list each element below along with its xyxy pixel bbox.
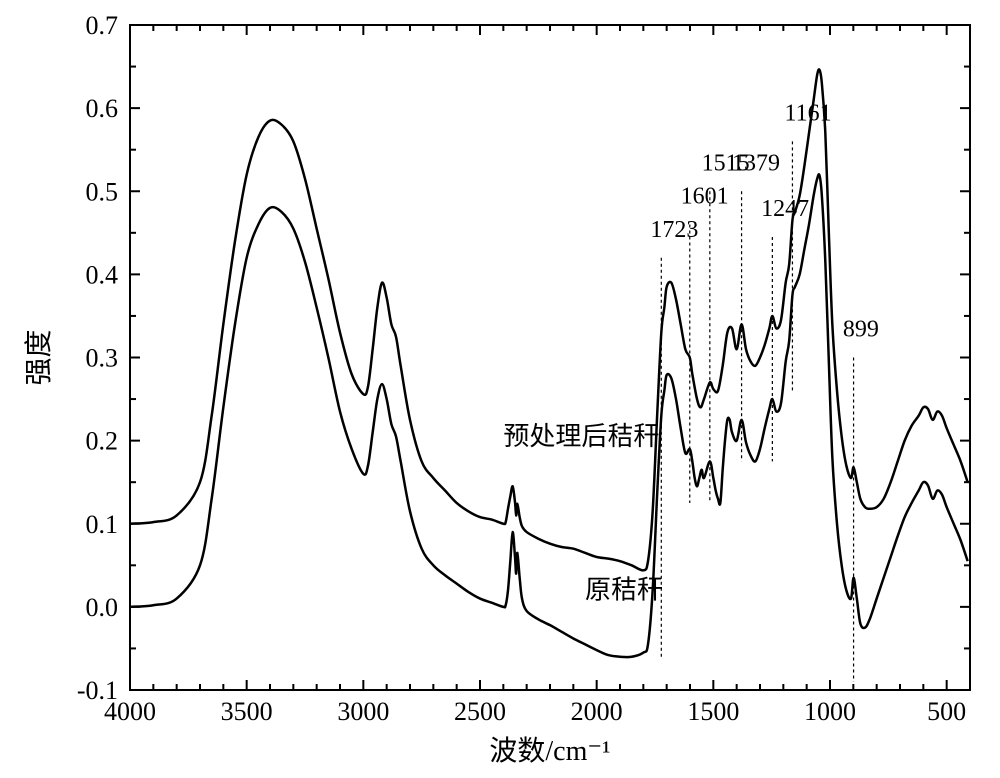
x-tick-label: 1000 [804, 697, 856, 726]
x-tick-label: 2500 [454, 697, 506, 726]
y-tick-label: 0.2 [86, 427, 119, 456]
peak-label-1723: 1723 [650, 217, 698, 243]
y-axis-label: 强度 [23, 329, 55, 385]
series-label-pretreated: 预处理后秸秆 [503, 422, 659, 451]
x-tick-label: 3500 [221, 697, 273, 726]
chart-svg: 4000350030002500200015001000500-0.10.00.… [0, 0, 1000, 778]
peak-label-1161: 1161 [785, 101, 832, 127]
plot-frame [130, 25, 970, 690]
y-tick-label: 0.1 [86, 510, 119, 539]
series-label-raw: 原秸秆 [585, 576, 663, 605]
y-tick-label: -0.1 [77, 676, 118, 705]
x-tick-label: 1500 [687, 697, 739, 726]
y-tick-label: 0.4 [86, 260, 119, 289]
series-raw [130, 174, 968, 657]
x-tick-label: 500 [927, 697, 966, 726]
peak-label-899: 899 [843, 317, 879, 343]
y-tick-label: 0.0 [86, 593, 119, 622]
y-tick-label: 0.5 [86, 177, 119, 206]
peak-label-1247: 1247 [761, 196, 809, 222]
x-tick-label: 3000 [337, 697, 389, 726]
y-tick-label: 0.3 [86, 344, 119, 373]
peak-label-1379: 1379 [732, 150, 780, 176]
y-tick-label: 0.7 [86, 11, 119, 40]
ftir-chart: 4000350030002500200015001000500-0.10.00.… [0, 0, 1000, 778]
x-tick-label: 2000 [571, 697, 623, 726]
peak-label-1601: 1601 [681, 184, 729, 210]
y-tick-label: 0.6 [86, 94, 119, 123]
x-axis-label: 波数/cm⁻¹ [489, 735, 610, 767]
